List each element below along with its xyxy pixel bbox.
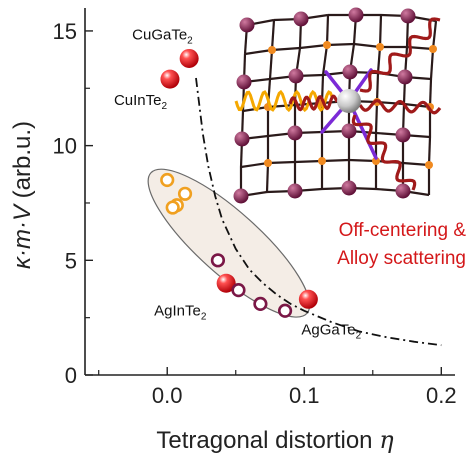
data-point-orange	[165, 200, 180, 215]
lattice-atom	[395, 183, 411, 199]
data-point-red	[179, 48, 199, 68]
lattice-small-atom	[376, 43, 384, 51]
lattice-small-atom	[318, 157, 326, 165]
x-tick-label: 0.0	[152, 383, 183, 408]
lattice-bond	[374, 101, 379, 134]
data-point-purple	[210, 253, 226, 268]
scattered-wave	[359, 17, 441, 93]
lattice-bond	[267, 160, 296, 165]
lattice-atom	[293, 11, 309, 27]
lattice-small-atom	[323, 41, 331, 49]
lattice-bond	[378, 14, 383, 48]
lattice-small-atom	[429, 45, 437, 53]
lattice-atom	[397, 69, 413, 85]
data-point-red	[160, 69, 180, 89]
data-point-purple	[277, 303, 293, 318]
lattice-atom	[341, 180, 357, 196]
y-axis-title: κ·m·V (arb.u.)	[9, 121, 36, 269]
annotation-line-2: Alloy scattering	[337, 248, 466, 269]
y-axis-symbol: κ·m·V	[9, 203, 36, 269]
lattice-bond	[429, 48, 435, 80]
lattice-atom	[234, 131, 250, 147]
annotation-line-1: Off-centering &	[339, 220, 467, 241]
group-ellipse	[147, 168, 311, 318]
x-axis-title: Tetragonal distortion η	[156, 426, 394, 454]
incident-wave	[288, 94, 339, 112]
lattice-atom	[395, 127, 411, 143]
lattice-bond	[402, 161, 430, 167]
lattice-bond	[240, 161, 269, 169]
lattice-atom	[239, 17, 255, 33]
lattice-atom	[233, 188, 249, 204]
point-label: CuGaTe2	[132, 26, 193, 46]
spring-wave	[234, 89, 334, 113]
y-tick-label: 10	[53, 134, 77, 159]
data-point-orange	[177, 186, 193, 201]
lattice-bond	[268, 49, 274, 80]
x-axis-label-text: Tetragonal distortion	[156, 427, 372, 454]
x-tick-label: 0.2	[426, 383, 457, 408]
data-point-orange	[160, 172, 175, 188]
scattered-wave	[351, 114, 417, 191]
lattice-atom	[348, 7, 364, 23]
trend-curve-line	[195, 77, 442, 347]
y-tick-label: 15	[53, 19, 77, 44]
lattice-bond	[325, 14, 330, 46]
x-tick-label: 0.1	[289, 383, 320, 408]
data-point-red	[216, 273, 236, 293]
scattered-wave	[358, 99, 442, 115]
lattice-small-atom	[372, 157, 380, 165]
lattice-small-atom	[425, 161, 433, 169]
lattice-small-atom	[268, 46, 276, 54]
lattice-bond	[348, 158, 377, 163]
lattice-atom	[236, 74, 252, 90]
axis-ticks: 0.0 0.1 0.2 0 5 10 15	[53, 19, 457, 408]
data-point-red	[298, 289, 318, 309]
data-points	[160, 48, 318, 318]
lattice-bond	[294, 159, 323, 164]
data-point-purple	[253, 296, 268, 311]
lattice-bond	[244, 48, 273, 56]
y-tick-label: 0	[65, 363, 77, 388]
trend-curve	[195, 77, 442, 347]
lattice-bond	[270, 19, 276, 51]
lattice-bond	[427, 136, 432, 166]
lattice-bond	[431, 20, 438, 50]
lattice-atom	[342, 64, 358, 80]
point-label: AgGaTe2	[301, 321, 361, 341]
lattice-bond	[375, 72, 380, 103]
plot-frame	[84, 8, 455, 376]
lattice-inset	[233, 7, 442, 204]
lattice-bond	[326, 42, 355, 47]
y-tick-label: 5	[65, 248, 77, 273]
point-label: AgInTe2	[154, 302, 207, 322]
lattice-small-atom	[264, 159, 272, 167]
lattice-bond	[271, 46, 301, 52]
central-atom	[337, 89, 361, 113]
data-point-purple	[231, 283, 246, 298]
x-axis-symbol: η	[379, 426, 394, 454]
lattice-bond	[265, 162, 270, 193]
point-labels: CuGaTe2 CuInTe2 AgInTe2 AgGaTe2	[114, 26, 362, 341]
lattice-bond	[299, 43, 328, 50]
lattice-atom	[400, 8, 416, 24]
lattice-bond	[321, 44, 329, 76]
y-axis-unit: (arb.u.)	[9, 121, 36, 205]
lattice-bond	[353, 42, 381, 49]
lattice-bond	[376, 46, 382, 74]
lattice-atom	[287, 125, 303, 141]
highlight-ellipse	[147, 168, 311, 318]
lattice-bond	[321, 158, 350, 163]
lattice-atom	[288, 68, 304, 84]
lattice-atom	[341, 123, 357, 139]
lattice-atom	[287, 183, 303, 199]
point-label: CuInTe2	[114, 92, 168, 112]
lattice-bond	[428, 78, 433, 108]
